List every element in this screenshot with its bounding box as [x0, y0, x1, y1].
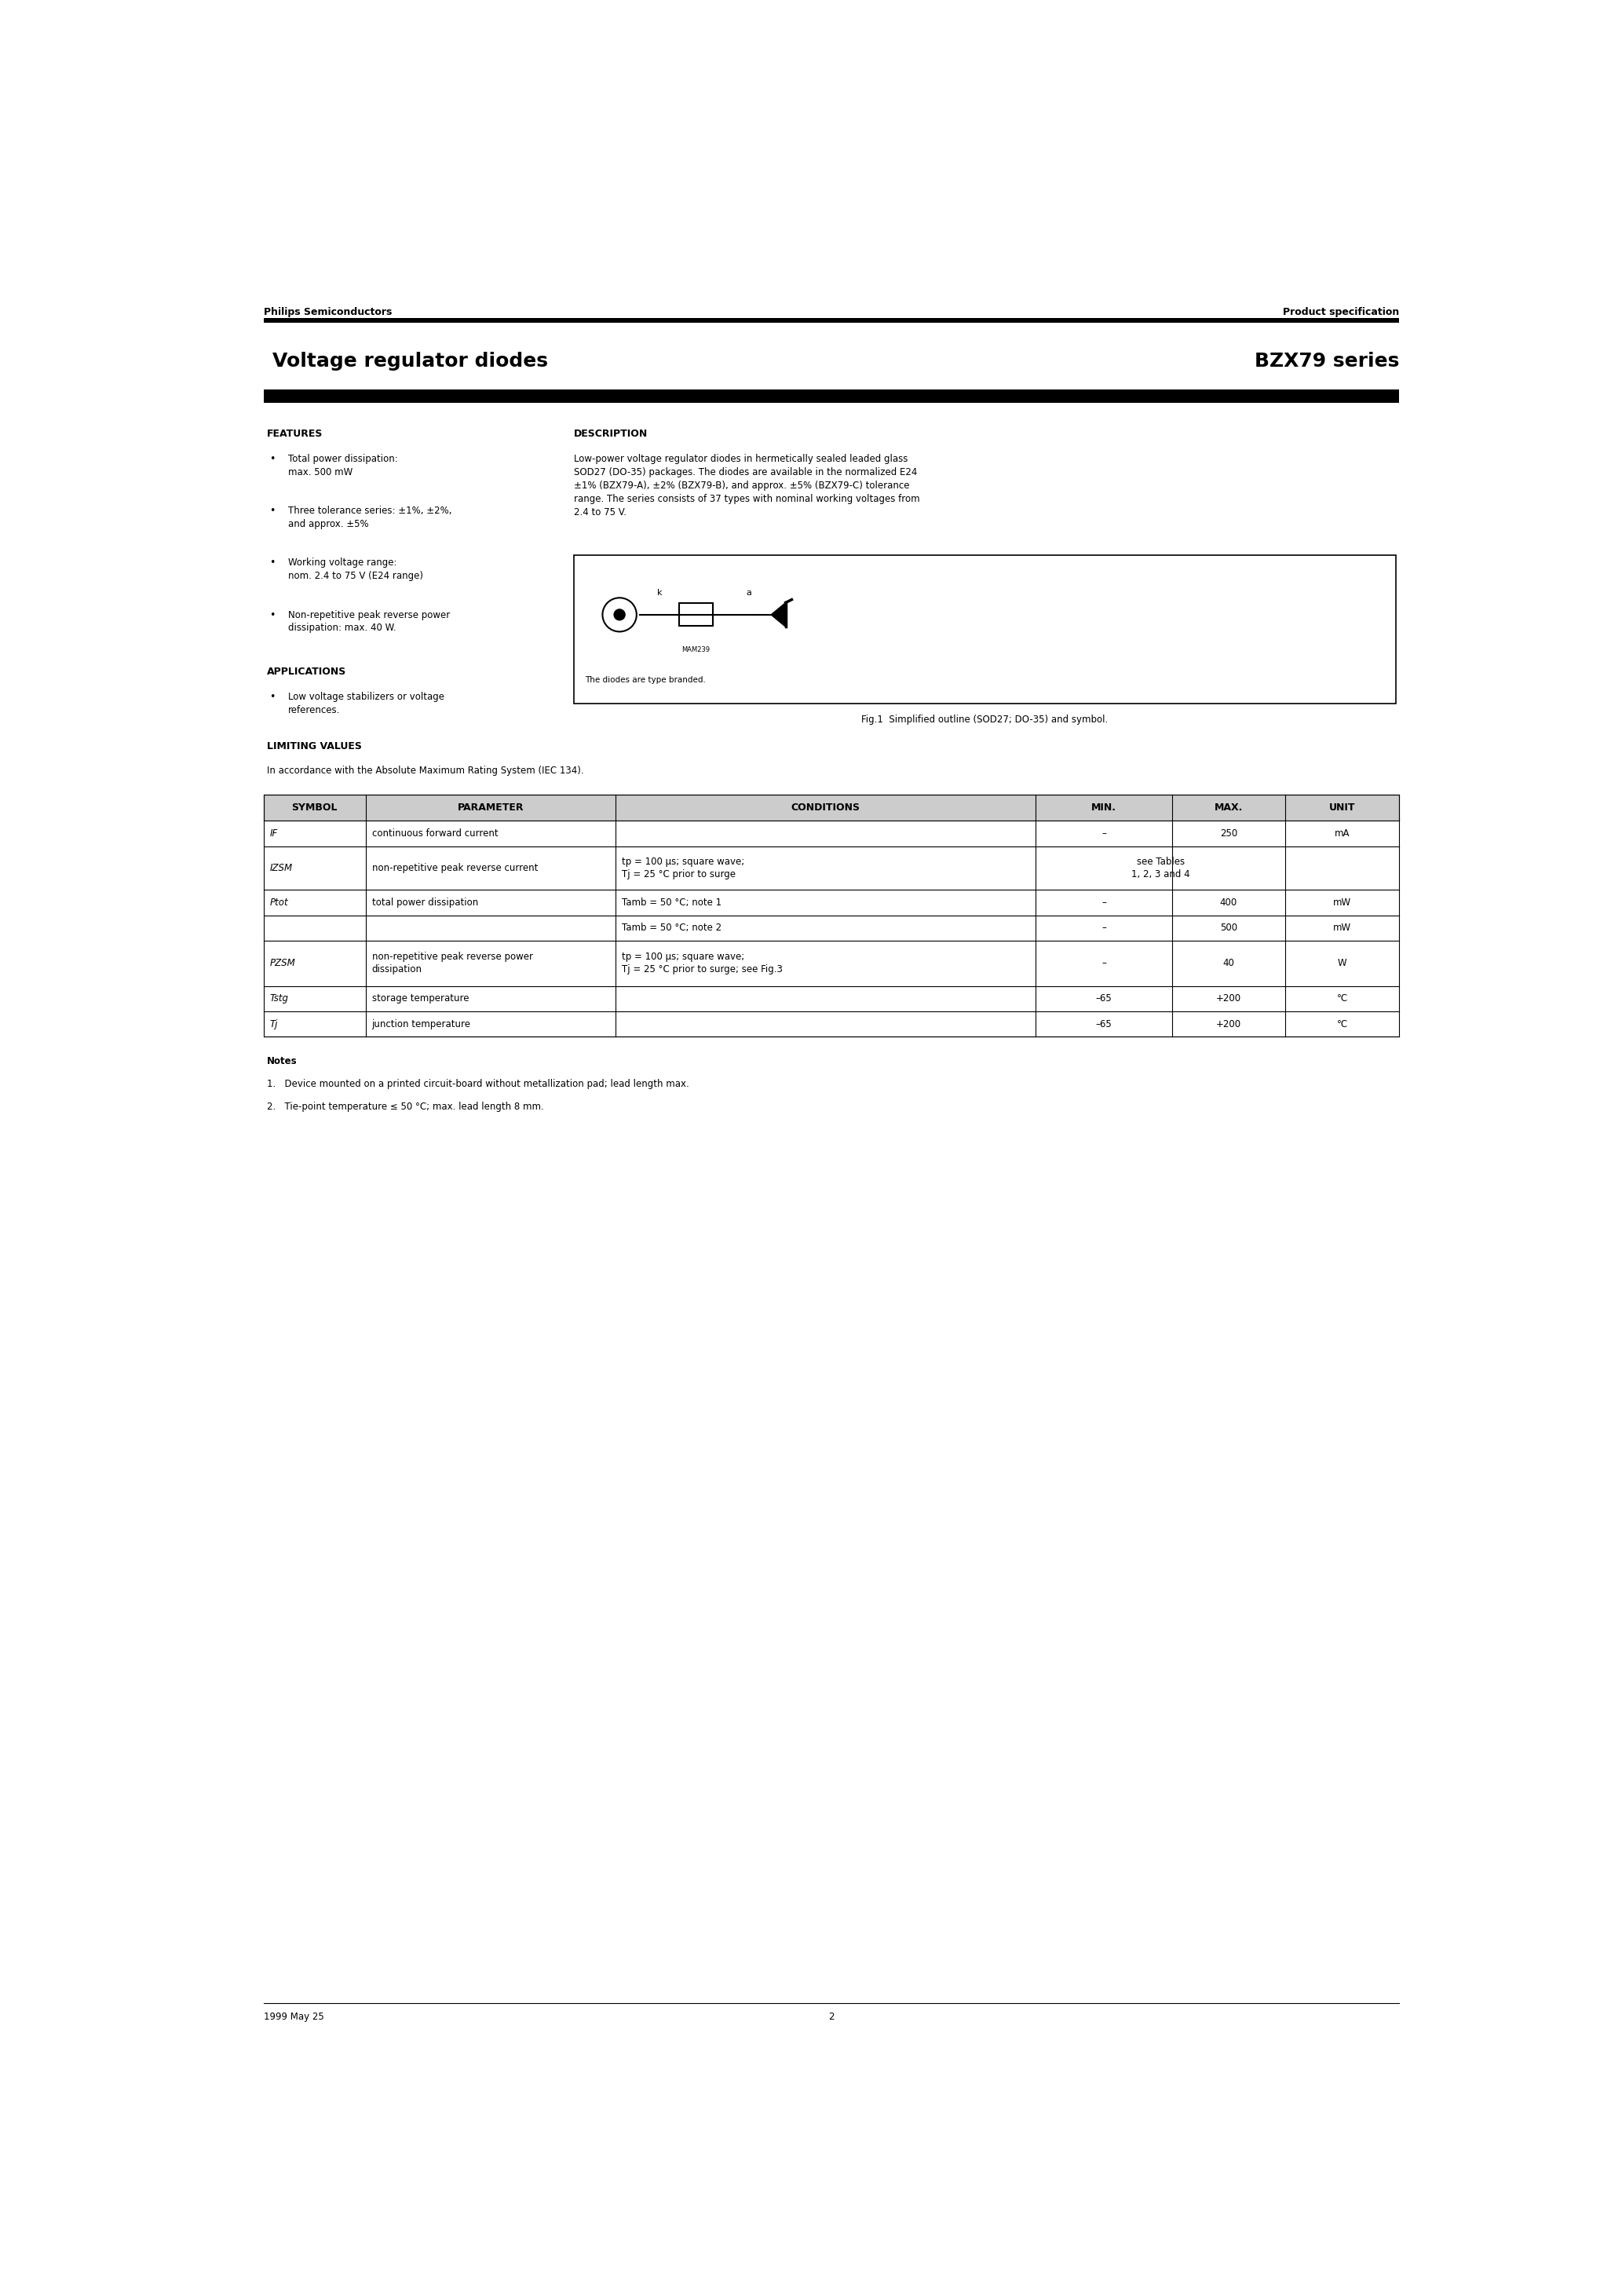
Text: 1999 May 25: 1999 May 25	[264, 2011, 324, 2023]
Text: Total power dissipation:
max. 500 mW: Total power dissipation: max. 500 mW	[289, 455, 397, 478]
Text: DESCRIPTION: DESCRIPTION	[574, 429, 647, 439]
Text: Working voltage range:
nom. 2.4 to 75 V (E24 range): Working voltage range: nom. 2.4 to 75 V …	[289, 558, 423, 581]
Text: Tamb = 50 °C; note 1: Tamb = 50 °C; note 1	[621, 898, 722, 907]
Text: –: –	[1101, 957, 1106, 969]
Text: MAX.: MAX.	[1215, 804, 1242, 813]
Text: Tamb = 50 °C; note 2: Tamb = 50 °C; note 2	[621, 923, 722, 932]
Text: junction temperature: junction temperature	[371, 1019, 470, 1029]
Text: Philips Semiconductors: Philips Semiconductors	[264, 308, 393, 317]
Text: Tj: Tj	[269, 1019, 277, 1029]
Text: +200: +200	[1216, 994, 1241, 1003]
Text: MAM239: MAM239	[681, 645, 710, 654]
Text: total power dissipation: total power dissipation	[371, 898, 478, 907]
Text: +200: +200	[1216, 1019, 1241, 1029]
Bar	[574, 556, 1397, 703]
Text: °C: °C	[1337, 1019, 1348, 1029]
Bar	[264, 941, 1398, 985]
Text: 40: 40	[1223, 957, 1234, 969]
Text: IF: IF	[269, 829, 277, 838]
Text: PZSM: PZSM	[269, 957, 295, 969]
Text: FEATURES: FEATURES	[266, 429, 323, 439]
Text: W: W	[1338, 957, 1346, 969]
Text: APPLICATIONS: APPLICATIONS	[266, 666, 345, 677]
Text: CONDITIONS: CONDITIONS	[792, 804, 860, 813]
Bar	[264, 319, 1398, 321]
Text: BZX79 series: BZX79 series	[1254, 351, 1398, 370]
Bar	[264, 916, 1398, 941]
Bar	[264, 1010, 1398, 1038]
Text: 2: 2	[829, 2011, 834, 2023]
Text: –: –	[1101, 829, 1106, 838]
Text: PARAMETER: PARAMETER	[457, 804, 524, 813]
Text: tp = 100 μs; square wave;
Tj = 25 °C prior to surge: tp = 100 μs; square wave; Tj = 25 °C pri…	[621, 856, 744, 879]
Text: •: •	[269, 505, 276, 517]
Bar	[264, 390, 1398, 402]
Text: Low voltage stabilizers or voltage
references.: Low voltage stabilizers or voltage refer…	[289, 691, 444, 716]
Bar	[680, 604, 712, 627]
Polygon shape	[770, 602, 785, 627]
Text: –65: –65	[1095, 1019, 1113, 1029]
Text: 400: 400	[1220, 898, 1238, 907]
Text: Non-repetitive peak reverse power
dissipation: max. 40 W.: Non-repetitive peak reverse power dissip…	[289, 611, 449, 634]
Text: mW: mW	[1333, 923, 1351, 932]
Text: –: –	[1101, 898, 1106, 907]
Text: tp = 100 μs; square wave;
Tj = 25 °C prior to surge; see Fig.3: tp = 100 μs; square wave; Tj = 25 °C pri…	[621, 953, 782, 976]
Text: –65: –65	[1095, 994, 1113, 1003]
Text: k: k	[657, 588, 662, 597]
Text: mW: mW	[1333, 898, 1351, 907]
Text: see Tables
1, 2, 3 and 4: see Tables 1, 2, 3 and 4	[1131, 856, 1191, 879]
Text: Product specification: Product specification	[1283, 308, 1398, 317]
Text: Notes: Notes	[266, 1056, 297, 1065]
Bar	[264, 822, 1398, 847]
Text: non-repetitive peak reverse current: non-repetitive peak reverse current	[371, 863, 539, 872]
Bar	[264, 985, 1398, 1010]
Text: non-repetitive peak reverse power
dissipation: non-repetitive peak reverse power dissip…	[371, 953, 532, 976]
Circle shape	[615, 608, 624, 620]
Text: 500: 500	[1220, 923, 1238, 932]
Text: •: •	[269, 455, 276, 464]
Text: Low-power voltage regulator diodes in hermetically sealed leaded glass
SOD27 (DO: Low-power voltage regulator diodes in he…	[574, 455, 920, 517]
Text: MIN.: MIN.	[1092, 804, 1116, 813]
Text: Three tolerance series: ±1%, ±2%,
and approx. ±5%: Three tolerance series: ±1%, ±2%, and ap…	[289, 505, 451, 528]
Text: Fig.1  Simplified outline (SOD27; DO-35) and symbol.: Fig.1 Simplified outline (SOD27; DO-35) …	[861, 714, 1108, 726]
Text: IZSM: IZSM	[269, 863, 292, 872]
Text: 2.   Tie-point temperature ≤ 50 °C; max. lead length 8 mm.: 2. Tie-point temperature ≤ 50 °C; max. l…	[266, 1102, 543, 1111]
Text: •: •	[269, 611, 276, 620]
Text: •: •	[269, 691, 276, 703]
Text: °C: °C	[1337, 994, 1348, 1003]
Bar	[264, 891, 1398, 916]
Text: 250: 250	[1220, 829, 1238, 838]
Text: UNIT: UNIT	[1328, 804, 1356, 813]
Text: In accordance with the Absolute Maximum Rating System (IEC 134).: In accordance with the Absolute Maximum …	[266, 765, 584, 776]
Bar	[264, 847, 1398, 891]
Text: –: –	[1101, 923, 1106, 932]
Text: continuous forward current: continuous forward current	[371, 829, 498, 838]
Text: a: a	[746, 588, 753, 597]
Text: Voltage regulator diodes: Voltage regulator diodes	[272, 351, 548, 370]
Text: SYMBOL: SYMBOL	[292, 804, 337, 813]
Text: •: •	[269, 558, 276, 567]
Text: The diodes are type branded.: The diodes are type branded.	[586, 677, 706, 684]
Text: LIMITING VALUES: LIMITING VALUES	[266, 742, 362, 751]
Text: Tstg: Tstg	[269, 994, 289, 1003]
Text: 1.   Device mounted on a printed circuit-board without metallization pad; lead l: 1. Device mounted on a printed circuit-b…	[266, 1079, 689, 1088]
Text: Ptot: Ptot	[269, 898, 289, 907]
Bar	[264, 794, 1398, 822]
Text: storage temperature: storage temperature	[371, 994, 469, 1003]
Text: mA: mA	[1335, 829, 1350, 838]
